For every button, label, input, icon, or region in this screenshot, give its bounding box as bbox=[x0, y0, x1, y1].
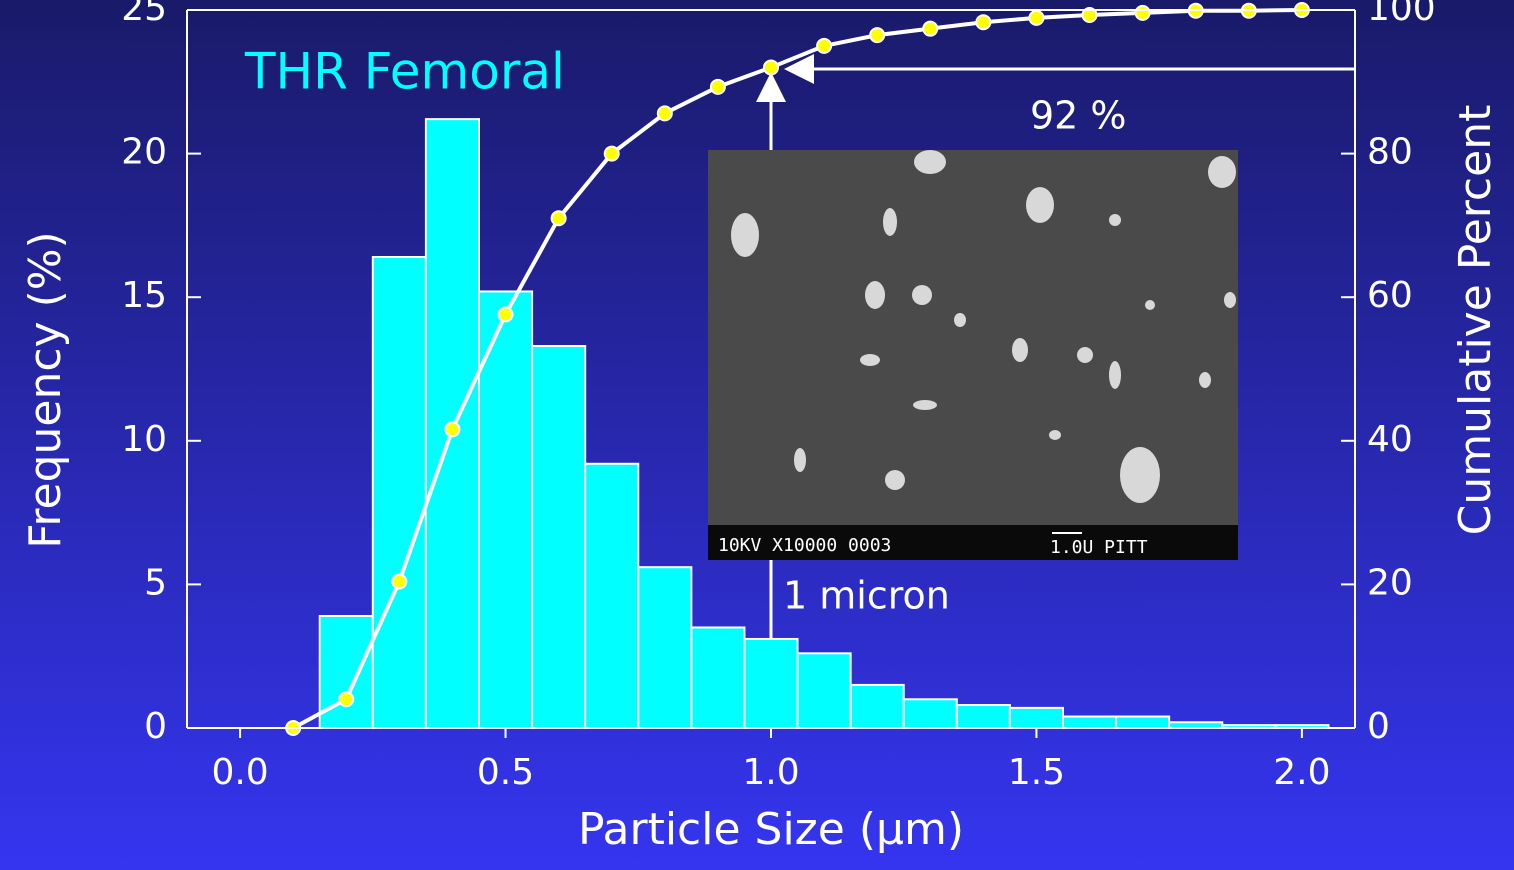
sem-image bbox=[708, 150, 1238, 560]
y-tick-label: 20 bbox=[121, 132, 167, 173]
cumulative-point bbox=[869, 27, 886, 44]
y2-tick-label: 20 bbox=[1367, 562, 1413, 603]
y2-axis-title: Cumulative Percent bbox=[1450, 105, 1501, 536]
bar bbox=[584, 462, 640, 729]
cumulative-point bbox=[709, 78, 726, 95]
bar bbox=[955, 704, 1011, 729]
bar bbox=[690, 626, 746, 729]
cumulative-point bbox=[816, 37, 833, 54]
cumulative-point bbox=[1028, 9, 1045, 26]
bar bbox=[1115, 715, 1171, 730]
inset-image: 10KV X10000 0003 1.0U PITT bbox=[708, 150, 1238, 560]
sem-info-bar bbox=[708, 525, 1238, 560]
sem-scale: 1.0U PITT bbox=[1050, 537, 1148, 558]
annotation-micron: 1 micron bbox=[783, 574, 950, 618]
cumulative-point bbox=[1134, 4, 1151, 21]
bar bbox=[1008, 706, 1065, 729]
annotation-title: THR Femoral bbox=[244, 43, 565, 101]
y-tick-label: 15 bbox=[121, 275, 167, 316]
x-tick-label: 1.0 bbox=[742, 752, 799, 793]
bar bbox=[637, 566, 693, 730]
cumulative-point bbox=[444, 421, 461, 438]
x-axis-title: Particle Size (µm) bbox=[578, 804, 964, 855]
cumulative-point bbox=[391, 573, 408, 590]
cumulative-point bbox=[763, 59, 779, 76]
x-tick-label: 2.0 bbox=[1273, 752, 1330, 793]
bar bbox=[371, 255, 427, 729]
y2-tick-label: 60 bbox=[1367, 275, 1413, 316]
cumulative-point bbox=[497, 306, 514, 323]
y-tick-label: 25 bbox=[121, 0, 167, 29]
y2-tick-label: 80 bbox=[1367, 132, 1413, 173]
cumulative-point bbox=[338, 691, 355, 708]
x-tick-label: 0.0 bbox=[211, 752, 268, 793]
cumulative-point bbox=[922, 20, 939, 37]
cumulative-point bbox=[603, 145, 620, 162]
y-tick-label: 0 bbox=[144, 706, 167, 747]
bar bbox=[743, 637, 799, 730]
bar bbox=[531, 345, 587, 729]
bar bbox=[478, 290, 534, 729]
y-tick-label: 5 bbox=[144, 562, 167, 603]
y2-tick-label: 40 bbox=[1367, 419, 1413, 460]
particles bbox=[731, 150, 1236, 503]
y-axis-title: Frequency (%) bbox=[20, 231, 71, 548]
bar bbox=[902, 698, 958, 730]
cumulative-point bbox=[656, 105, 673, 122]
y-tick-label: 10 bbox=[121, 419, 167, 460]
y2-tick-label: 100 bbox=[1367, 0, 1436, 29]
annotation-percent: 92 % bbox=[1030, 94, 1127, 138]
y2-tick-label: 0 bbox=[1367, 706, 1390, 747]
cumulative-point bbox=[975, 14, 992, 31]
bar bbox=[796, 652, 852, 729]
bar bbox=[1062, 715, 1118, 730]
cumulative-point bbox=[1081, 7, 1098, 24]
cumulative-point bbox=[550, 210, 567, 227]
x-tick-label: 0.5 bbox=[477, 752, 534, 793]
bar bbox=[849, 683, 905, 729]
sem-info: 10KV X10000 0003 bbox=[718, 535, 891, 556]
x-tick-label: 1.5 bbox=[1008, 752, 1065, 793]
